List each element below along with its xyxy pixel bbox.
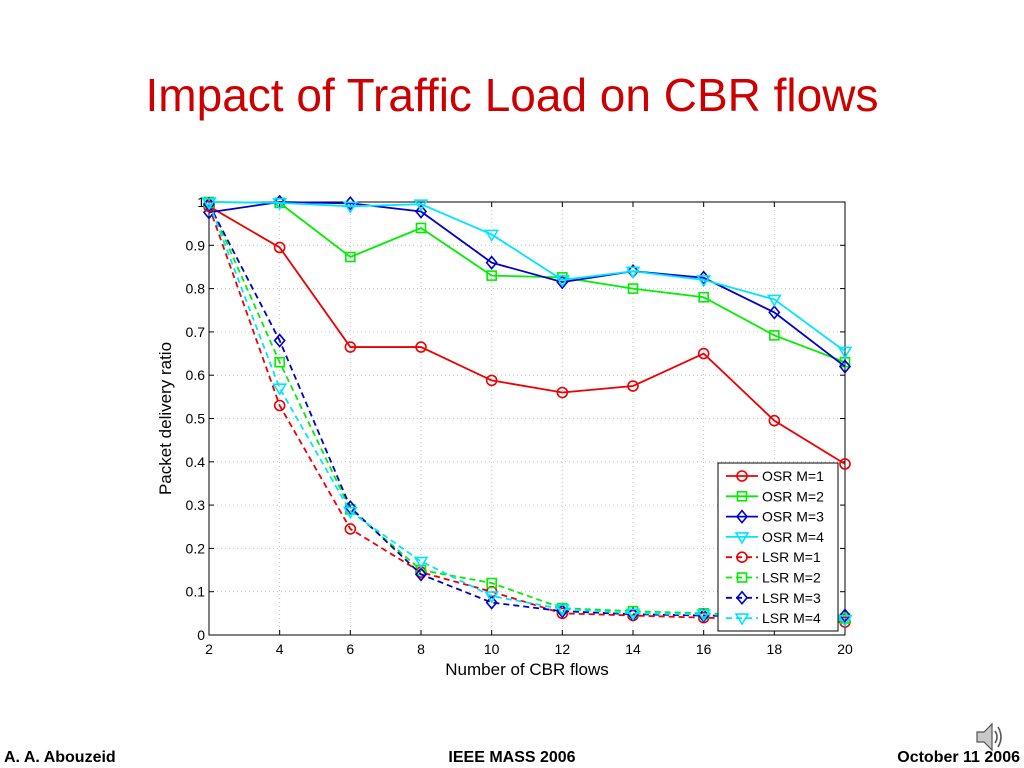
legend-marker-osr-m-3 <box>735 509 749 524</box>
legend-label-osr-m-2: OSR M=2 <box>762 488 824 504</box>
legend-label-lsr-m-3: LSR M=3 <box>762 590 821 606</box>
y-tick-label: 0.3 <box>186 497 206 513</box>
data-point-osr-m-3 <box>485 255 498 270</box>
speaker-icon[interactable] <box>975 720 1005 754</box>
data-point-osr-m-4 <box>837 346 853 359</box>
data-point-lsr-m-3 <box>838 608 852 623</box>
data-point-lsr-m-4 <box>272 383 288 396</box>
y-tick-label: 0.7 <box>186 324 206 340</box>
legend-marker-osr-m-2 <box>736 490 748 502</box>
data-point-osr-m-1 <box>697 347 710 360</box>
x-tick-label: 20 <box>837 641 853 657</box>
data-point-osr-m-1 <box>556 386 569 399</box>
x-tick-label: 16 <box>696 641 712 657</box>
x-tick-label: 4 <box>276 641 284 657</box>
data-point-lsr-m-4 <box>696 609 712 622</box>
data-point-osr-m-1 <box>273 241 286 254</box>
y-axis-label: Packet delivery ratio <box>156 342 175 495</box>
data-point-lsr-m-3 <box>273 333 286 348</box>
data-point-osr-m-1 <box>485 374 498 387</box>
legend-marker-osr-m-1 <box>736 470 748 482</box>
legend-marker-lsr-m-1 <box>736 551 748 564</box>
legend: OSR M=1 OSR M=2 OSR M=3 OSR M=4 LSR M=1 LSR M… <box>717 462 839 632</box>
data-point-osr-m-4 <box>625 266 641 279</box>
series-osr-m-3 <box>202 194 852 374</box>
data-point-osr-m-4 <box>554 275 570 288</box>
data-point-osr-m-4 <box>484 229 500 243</box>
data-point-lsr-m-4 <box>413 556 429 569</box>
series-line-osr-m-2 <box>208 201 846 364</box>
x-tick-label: 12 <box>555 641 571 657</box>
data-point-osr-m-2 <box>627 283 639 294</box>
data-point-osr-m-4 <box>413 199 429 212</box>
data-point-osr-m-3 <box>768 305 781 320</box>
data-point-osr-m-2 <box>415 222 427 234</box>
data-point-osr-m-4 <box>342 201 358 214</box>
data-point-osr-m-1 <box>627 380 639 392</box>
data-point-lsr-m-3 <box>414 567 428 582</box>
y-tick-label: 0 <box>197 627 205 643</box>
data-point-osr-m-3 <box>344 196 357 211</box>
footer-conference: IEEE MASS 2006 <box>448 749 576 766</box>
data-point-osr-m-2 <box>769 330 780 341</box>
x-tick-label: 6 <box>346 641 354 657</box>
y-tick-label: 0.5 <box>186 411 206 427</box>
packet-delivery-chart: 2 4 6 8 10 12 14 16 18 20 0 0.1 0.2 0.3 0.4 0.5 0.6 0.7 0.… <box>156 194 853 679</box>
data-point-osr-m-2 <box>698 291 709 303</box>
y-tick-label: 0.4 <box>186 454 206 470</box>
footer-date: October 11 2006 <box>897 749 1020 766</box>
data-point-lsr-m-4 <box>554 604 570 617</box>
data-point-osr-m-4 <box>766 294 782 307</box>
data-point-lsr-m-1 <box>273 399 286 412</box>
legend-label-lsr-m-2: LSR M=2 <box>762 570 821 586</box>
data-point-osr-m-3 <box>414 204 428 219</box>
y-tick-label: 0.6 <box>186 367 206 383</box>
data-point-osr-m-4 <box>696 275 712 288</box>
y-tick-label: 0.2 <box>186 540 206 556</box>
x-axis-label: Number of CBR flows <box>445 660 608 679</box>
data-point-osr-m-4 <box>272 198 288 211</box>
legend-label-osr-m-4: OSR M=4 <box>762 529 824 545</box>
y-tick-label: 0.8 <box>186 281 206 297</box>
data-point-lsr-m-1 <box>344 523 357 535</box>
data-point-lsr-m-4 <box>625 608 641 621</box>
legend-marker-lsr-m-4 <box>734 613 750 626</box>
series-line-osr-m-4 <box>208 201 846 353</box>
y-tick-label: 1 <box>197 194 205 210</box>
legend-label-osr-m-1: OSR M=1 <box>762 468 824 484</box>
footer-author: A. A. Abouzeid <box>4 749 116 766</box>
data-point-lsr-m-4 <box>837 615 853 628</box>
data-point-lsr-m-4 <box>201 198 217 211</box>
legend-label-osr-m-3: OSR M=3 <box>762 509 824 525</box>
x-tick-label: 18 <box>767 641 783 657</box>
legend-marker-lsr-m-3 <box>735 590 749 606</box>
y-tick-label: 0.1 <box>186 584 206 600</box>
series-line-osr-m-1 <box>208 205 846 465</box>
data-point-lsr-m-4 <box>484 591 500 604</box>
x-tick-label: 10 <box>484 641 500 657</box>
data-point-osr-m-2 <box>345 251 356 263</box>
series-line-osr-m-3 <box>208 201 846 368</box>
y-tick-label: 0.9 <box>186 237 206 253</box>
slide-title: Impact of Traffic Load on CBR flows <box>145 69 879 121</box>
data-point-lsr-m-3 <box>485 595 498 610</box>
x-tick-label: 14 <box>625 641 641 657</box>
data-point-osr-m-3 <box>838 359 852 374</box>
legend-label-lsr-m-1: LSR M=1 <box>762 549 821 565</box>
data-point-osr-m-1 <box>415 341 427 353</box>
data-point-osr-m-1 <box>344 341 357 353</box>
legend-marker-osr-m-4 <box>734 532 750 545</box>
legend-label-lsr-m-4: LSR M=4 <box>762 610 821 626</box>
data-point-lsr-m-2 <box>274 356 285 368</box>
data-point-lsr-m-2 <box>486 577 497 589</box>
data-point-lsr-m-4 <box>342 506 358 520</box>
series-line-lsr-m-3 <box>208 203 846 618</box>
legend-marker-lsr-m-2 <box>736 572 748 583</box>
x-tick-label: 8 <box>417 641 425 657</box>
data-point-osr-m-2 <box>486 270 497 281</box>
data-point-osr-m-1 <box>839 458 851 470</box>
x-tick-label: 2 <box>205 641 213 657</box>
data-point-osr-m-1 <box>768 414 781 427</box>
